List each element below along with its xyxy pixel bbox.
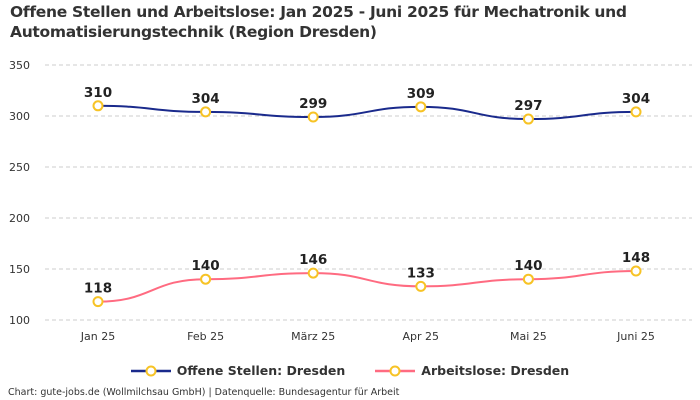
legend-item-offene-stellen[interactable]: Offene Stellen: Dresden xyxy=(130,363,346,378)
chart-title: Offene Stellen und Arbeitslose: Jan 2025… xyxy=(10,3,627,41)
y-tick-label: 250 xyxy=(9,161,30,174)
x-tick-label: Mai 25 xyxy=(510,330,547,343)
y-tick-label: 100 xyxy=(9,314,30,327)
legend: Offene Stellen: Dresden Arbeitslose: Dre… xyxy=(0,363,700,378)
x-tick-label: Apr 25 xyxy=(403,330,440,343)
data-label: 309 xyxy=(407,86,435,102)
data-point xyxy=(522,273,534,285)
data-label: 297 xyxy=(514,98,542,114)
y-tick-label: 200 xyxy=(9,212,30,225)
data-label: 133 xyxy=(407,265,435,281)
data-label: 140 xyxy=(192,258,220,274)
y-tick-label: 350 xyxy=(9,59,30,72)
data-point xyxy=(200,273,212,285)
data-point xyxy=(307,111,319,123)
y-tick-label: 300 xyxy=(9,110,30,123)
series-line-offene-stellen xyxy=(97,104,637,121)
legend-line-marker-icon xyxy=(375,365,416,376)
data-label: 118 xyxy=(84,281,112,297)
legend-label: Offene Stellen: Dresden xyxy=(176,363,346,378)
y-tick-label: 150 xyxy=(9,263,30,276)
data-label: 140 xyxy=(514,258,542,274)
x-tick-label: März 25 xyxy=(291,330,335,343)
x-tick-label: Jan 25 xyxy=(80,330,115,343)
data-label: 146 xyxy=(299,252,327,268)
data-label: 310 xyxy=(84,85,112,101)
x-tick-label: Juni 25 xyxy=(616,330,655,343)
x-tick-label: Feb 25 xyxy=(187,330,224,343)
data-point xyxy=(92,100,104,112)
data-label: 299 xyxy=(299,96,327,112)
data-point xyxy=(415,101,427,113)
legend-line-marker-icon xyxy=(130,365,171,376)
legend-item-arbeitslose[interactable]: Arbeitslose: Dresden xyxy=(375,363,569,378)
data-point xyxy=(307,267,319,279)
data-point xyxy=(92,296,104,308)
legend-label: Arbeitslose: Dresden xyxy=(421,363,570,378)
data-point xyxy=(415,280,427,292)
data-label: 304 xyxy=(622,91,650,107)
data-point xyxy=(630,106,642,118)
data-point xyxy=(200,106,212,118)
footer-source: Chart: gute-jobs.de (Wollmilchsau GmbH) … xyxy=(8,387,400,398)
data-label: 304 xyxy=(192,91,220,107)
series-line-arbeitslose xyxy=(97,270,637,303)
data-point xyxy=(630,265,642,277)
data-label: 148 xyxy=(622,250,650,266)
data-point xyxy=(522,113,534,125)
